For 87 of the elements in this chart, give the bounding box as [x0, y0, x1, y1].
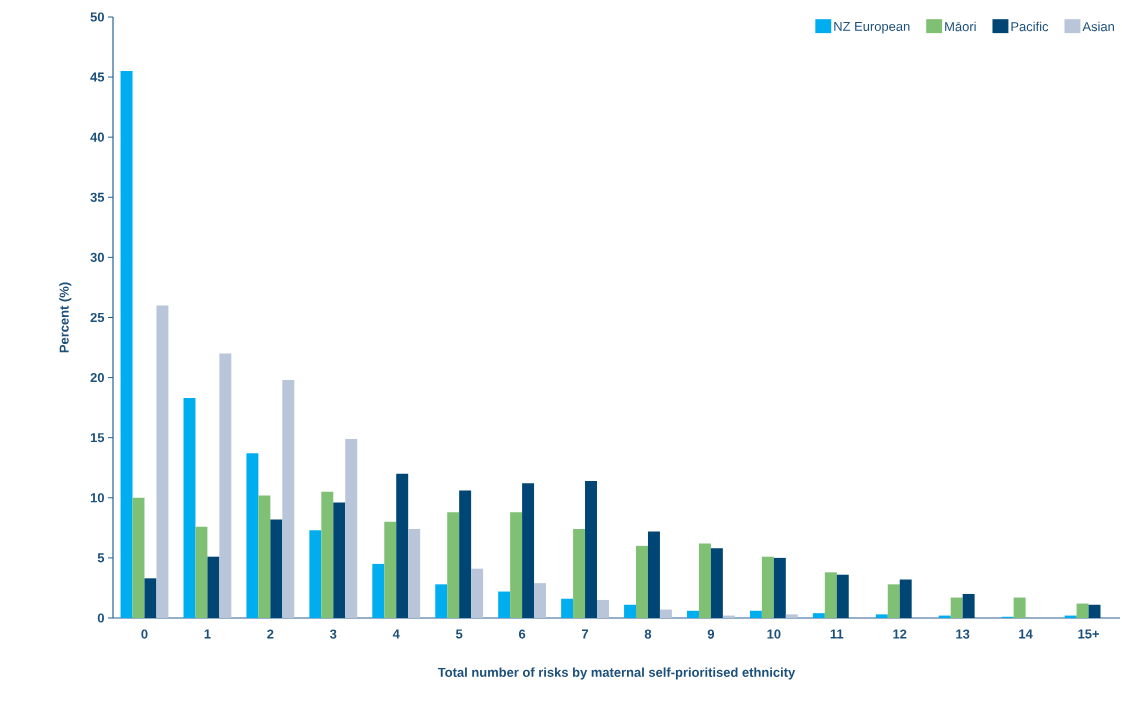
- bar: [573, 529, 586, 618]
- bar: [207, 556, 220, 618]
- bar: [333, 502, 346, 618]
- y-tick-label: 30: [90, 252, 104, 262]
- bar: [396, 473, 409, 618]
- bar: [195, 526, 208, 618]
- y-tick-label: 20: [90, 373, 104, 383]
- bar: [522, 483, 535, 618]
- bar: [875, 614, 888, 618]
- x-tick-label: 15+: [1078, 629, 1099, 639]
- bar: [384, 521, 397, 618]
- legend-label: Asian: [1082, 21, 1114, 32]
- legend-label: Pacific: [1011, 21, 1049, 32]
- y-tick-label: 35: [90, 192, 105, 202]
- y-tick-label: 5: [97, 553, 105, 563]
- bar: [710, 548, 723, 618]
- bar: [1088, 604, 1101, 618]
- bar: [372, 563, 385, 618]
- bar: [156, 305, 169, 618]
- x-tick-label: 8: [644, 629, 652, 639]
- x-tick-label: 13: [956, 629, 970, 639]
- bar: [282, 379, 295, 618]
- y-tick-label: 15: [90, 433, 105, 443]
- bar: [246, 453, 259, 618]
- x-tick-label: 7: [582, 629, 589, 639]
- bar: [647, 531, 660, 618]
- bar: [785, 614, 798, 618]
- bar: [183, 398, 196, 618]
- bar: [510, 512, 523, 618]
- y-axis-title: Percent (%): [59, 282, 72, 353]
- bar: [498, 591, 511, 618]
- bar: [659, 609, 672, 618]
- bar: [471, 568, 484, 618]
- bar: [258, 495, 271, 618]
- bar: [749, 610, 762, 618]
- y-tick-label: 10: [90, 493, 104, 503]
- bar: [408, 529, 421, 618]
- x-tick-label: 3: [329, 629, 337, 639]
- bar: [435, 584, 448, 618]
- bar: [585, 480, 597, 618]
- bar: [309, 530, 322, 618]
- y-tick-label: 0: [97, 613, 104, 623]
- bar: [447, 512, 460, 618]
- bar: [132, 497, 145, 618]
- x-tick-label: 9: [707, 629, 715, 639]
- bar: [1013, 597, 1026, 618]
- bar: [761, 556, 774, 618]
- bar: [950, 597, 963, 618]
- bar: [836, 574, 849, 618]
- bar: [698, 543, 711, 618]
- y-tick-label: 50: [90, 12, 104, 22]
- x-tick-label: 11: [830, 629, 844, 639]
- x-tick-label: 12: [893, 629, 907, 639]
- bar: [345, 438, 358, 618]
- bar: [120, 71, 133, 618]
- bar: [812, 613, 825, 618]
- bar: [321, 491, 334, 618]
- y-tick-label: 40: [90, 132, 104, 142]
- y-tick-label: 45: [90, 72, 105, 82]
- x-tick-label: 4: [392, 629, 400, 639]
- bar: [459, 490, 472, 618]
- bar: [597, 599, 609, 618]
- x-tick-label: 10: [767, 629, 781, 639]
- bar: [962, 593, 975, 618]
- bar: [561, 598, 574, 618]
- bar: [624, 604, 637, 618]
- bar: [636, 545, 648, 618]
- bar: [899, 579, 912, 618]
- bar: [144, 578, 157, 618]
- legend-label: NZ European: [834, 21, 910, 34]
- bar: [773, 557, 786, 618]
- legend-label: Māori: [945, 21, 976, 32]
- bar: [887, 584, 900, 618]
- bar: [270, 519, 283, 618]
- x-tick-label: 5: [455, 629, 463, 639]
- x-tick-label: 14: [1019, 629, 1033, 639]
- bar: [824, 572, 837, 618]
- x-tick-label: 2: [267, 629, 274, 639]
- x-tick-label: 6: [518, 629, 526, 639]
- bar: [1076, 603, 1089, 618]
- bar: [534, 583, 547, 618]
- bar: [687, 610, 699, 618]
- x-tick-label: 1: [204, 629, 211, 639]
- y-tick-label: 25: [90, 312, 105, 323]
- bar: [219, 353, 232, 618]
- x-tick-label: 0: [141, 629, 148, 639]
- x-axis-title: Total number of risks by maternal self-prioritised ethnicity: [437, 667, 796, 680]
